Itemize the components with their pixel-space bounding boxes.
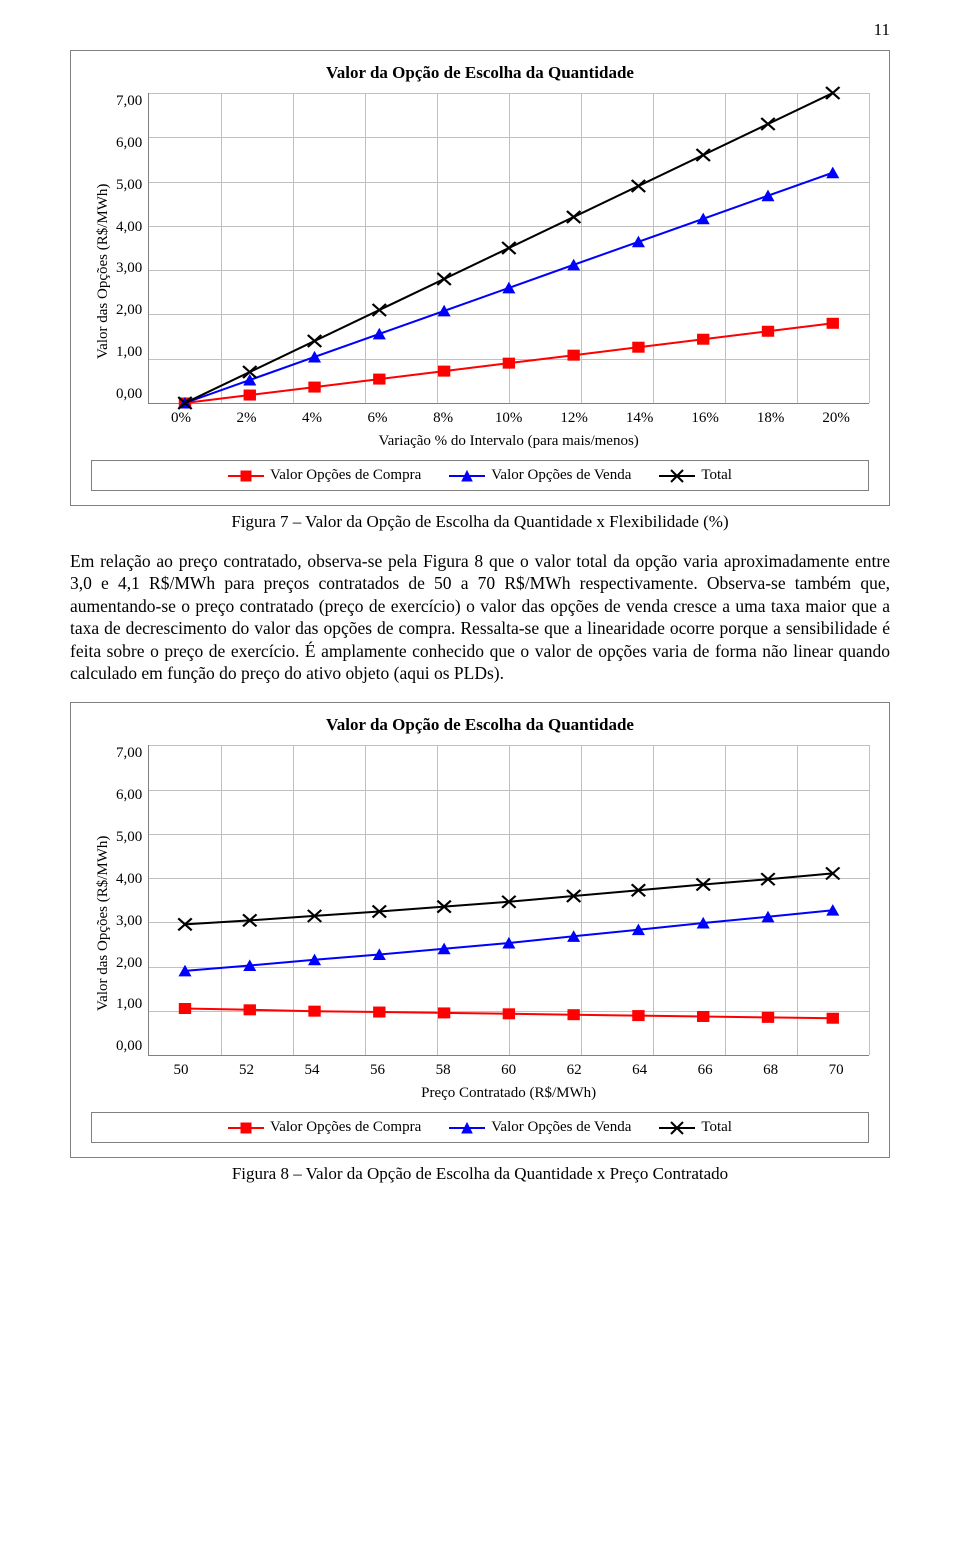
x-tick-label: 16% <box>672 410 738 427</box>
y-tick-label: 0,00 <box>116 1038 142 1055</box>
chart1-y-ticks: 7,00 6,00 5,00 4,00 3,00 2,00 1,00 0,00 <box>116 93 148 403</box>
legend-label: Valor Opções de Venda <box>491 467 631 484</box>
x-tick-label: 14% <box>607 410 673 427</box>
legend-label: Valor Opções de Venda <box>491 1119 631 1136</box>
x-tick-label: 70 <box>803 1062 869 1079</box>
chart2-legend: Valor Opções de Compra Valor Opções de Ve… <box>91 1112 869 1143</box>
y-tick-label: 7,00 <box>116 745 142 762</box>
x-tick-label: 2% <box>214 410 280 427</box>
x-tick-label: 0% <box>148 410 214 427</box>
chart2-x-ticks: 5052545658606264666870 <box>148 1062 869 1079</box>
legend-label: Total <box>701 1119 732 1136</box>
x-tick-label: 12% <box>541 410 607 427</box>
y-tick-label: 7,00 <box>116 93 142 110</box>
x-tick-label: 60 <box>476 1062 542 1079</box>
chart2-container: Valor da Opção de Escolha da Quantidade … <box>70 702 890 1158</box>
x-tick-label: 66 <box>672 1062 738 1079</box>
y-tick-label: 5,00 <box>116 177 142 194</box>
y-tick-label: 2,00 <box>116 302 142 319</box>
legend-item: Valor Opções de Venda <box>449 1119 631 1136</box>
legend-label: Valor Opções de Compra <box>270 1119 421 1136</box>
legend-item: Valor Opções de Compra <box>228 467 421 484</box>
x-tick-label: 50 <box>148 1062 214 1079</box>
x-tick-label: 56 <box>345 1062 411 1079</box>
page-number: 11 <box>70 20 890 40</box>
x-tick-label: 64 <box>607 1062 673 1079</box>
y-tick-label: 4,00 <box>116 871 142 888</box>
y-tick-label: 0,00 <box>116 386 142 403</box>
x-tick-label: 4% <box>279 410 345 427</box>
y-tick-label: 3,00 <box>116 260 142 277</box>
x-tick-label: 18% <box>738 410 804 427</box>
chart2-x-axis-label: Preço Contratado (R$/MWh) <box>148 1085 869 1102</box>
chart1-container: Valor da Opção de Escolha da Quantidade … <box>70 50 890 506</box>
y-tick-label: 1,00 <box>116 344 142 361</box>
legend-item: Valor Opções de Venda <box>449 467 631 484</box>
chart2-plot-area <box>148 745 869 1056</box>
chart1-y-axis-label: Valor das Opções (R$/MWh) <box>91 93 116 450</box>
x-tick-label: 20% <box>803 410 869 427</box>
x-tick-label: 62 <box>541 1062 607 1079</box>
x-tick-label: 8% <box>410 410 476 427</box>
chart2-title: Valor da Opção de Escolha da Quantidade <box>91 715 869 735</box>
y-tick-label: 3,00 <box>116 913 142 930</box>
chart1-x-ticks: 0%2%4%6%8%10%12%14%16%18%20% <box>148 410 869 427</box>
figure8-caption: Figura 8 – Valor da Opção de Escolha da … <box>70 1164 890 1184</box>
chart2-y-ticks: 7,00 6,00 5,00 4,00 3,00 2,00 1,00 0,00 <box>116 745 148 1055</box>
y-tick-label: 1,00 <box>116 996 142 1013</box>
legend-label: Total <box>701 467 732 484</box>
legend-item: Total <box>659 1119 732 1136</box>
chart1-plot-area <box>148 93 869 404</box>
y-tick-label: 6,00 <box>116 787 142 804</box>
x-tick-label: 10% <box>476 410 542 427</box>
x-tick-label: 58 <box>410 1062 476 1079</box>
legend-item: Valor Opções de Compra <box>228 1119 421 1136</box>
y-tick-label: 5,00 <box>116 829 142 846</box>
chart1-legend: Valor Opções de Compra Valor Opções de Ve… <box>91 460 869 491</box>
y-tick-label: 4,00 <box>116 219 142 236</box>
figure7-caption: Figura 7 – Valor da Opção de Escolha da … <box>70 512 890 532</box>
chart1-x-axis-label: Variação % do Intervalo (para mais/menos… <box>148 433 869 450</box>
y-tick-label: 6,00 <box>116 135 142 152</box>
chart2-y-axis-label: Valor das Opções (R$/MWh) <box>91 745 116 1102</box>
chart1-title: Valor da Opção de Escolha da Quantidade <box>91 63 869 83</box>
legend-label: Valor Opções de Compra <box>270 467 421 484</box>
legend-item: Total <box>659 467 732 484</box>
x-tick-label: 6% <box>345 410 411 427</box>
y-tick-label: 2,00 <box>116 955 142 972</box>
x-tick-label: 52 <box>214 1062 280 1079</box>
x-tick-label: 68 <box>738 1062 804 1079</box>
x-tick-label: 54 <box>279 1062 345 1079</box>
paragraph: Em relação ao preço contratado, observa-… <box>70 550 890 684</box>
